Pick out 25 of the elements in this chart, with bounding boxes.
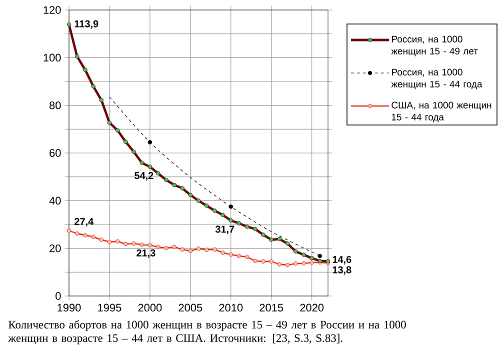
x-tick-label: 2000 (138, 304, 162, 312)
y-tick-label: 80 (50, 101, 61, 110)
y-tick-label: 60 (50, 149, 61, 157)
annotation: 14,6 (332, 256, 352, 264)
x-tick-label: 2020 (300, 304, 324, 312)
x-tick-label: 1990 (58, 304, 81, 312)
x-tick-label: 2005 (178, 304, 202, 312)
x-tick-label: 1995 (98, 304, 122, 312)
annotation: 21,3 (136, 249, 156, 258)
annotation: 27,4 (74, 218, 94, 227)
text: Количество абортов на 1000 женщин в возрасте 15 – 49 лет в России и на 1000 женщин в возрасте 15 – 44 лет в США. Источники: [23, S.3, S.83]. (8, 320, 406, 344)
annotation: 31,7 (215, 226, 234, 234)
y-tick-label: 20 (50, 244, 61, 252)
annotation: 113,9 (74, 20, 98, 29)
x-tick-label: 2010 (219, 304, 243, 312)
legend-label: Россия, на 1000 женщин 15 - 44 года (391, 68, 482, 90)
annotation: 13,8 (332, 266, 352, 275)
y-tick-label: 100 (44, 54, 61, 62)
y-tick-label: 0 (56, 292, 61, 300)
y-tick-label: 120 (44, 6, 61, 14)
legend-label: Россия, на 1000 женщин 15 - 49 лет (391, 36, 478, 56)
y-tick-label: 40 (49, 196, 61, 205)
annotation: 54,2 (134, 172, 154, 181)
x-tick-label: 2015 (260, 304, 284, 312)
legend-label: США, на 1000 женщин 15 - 44 года (392, 102, 492, 122)
